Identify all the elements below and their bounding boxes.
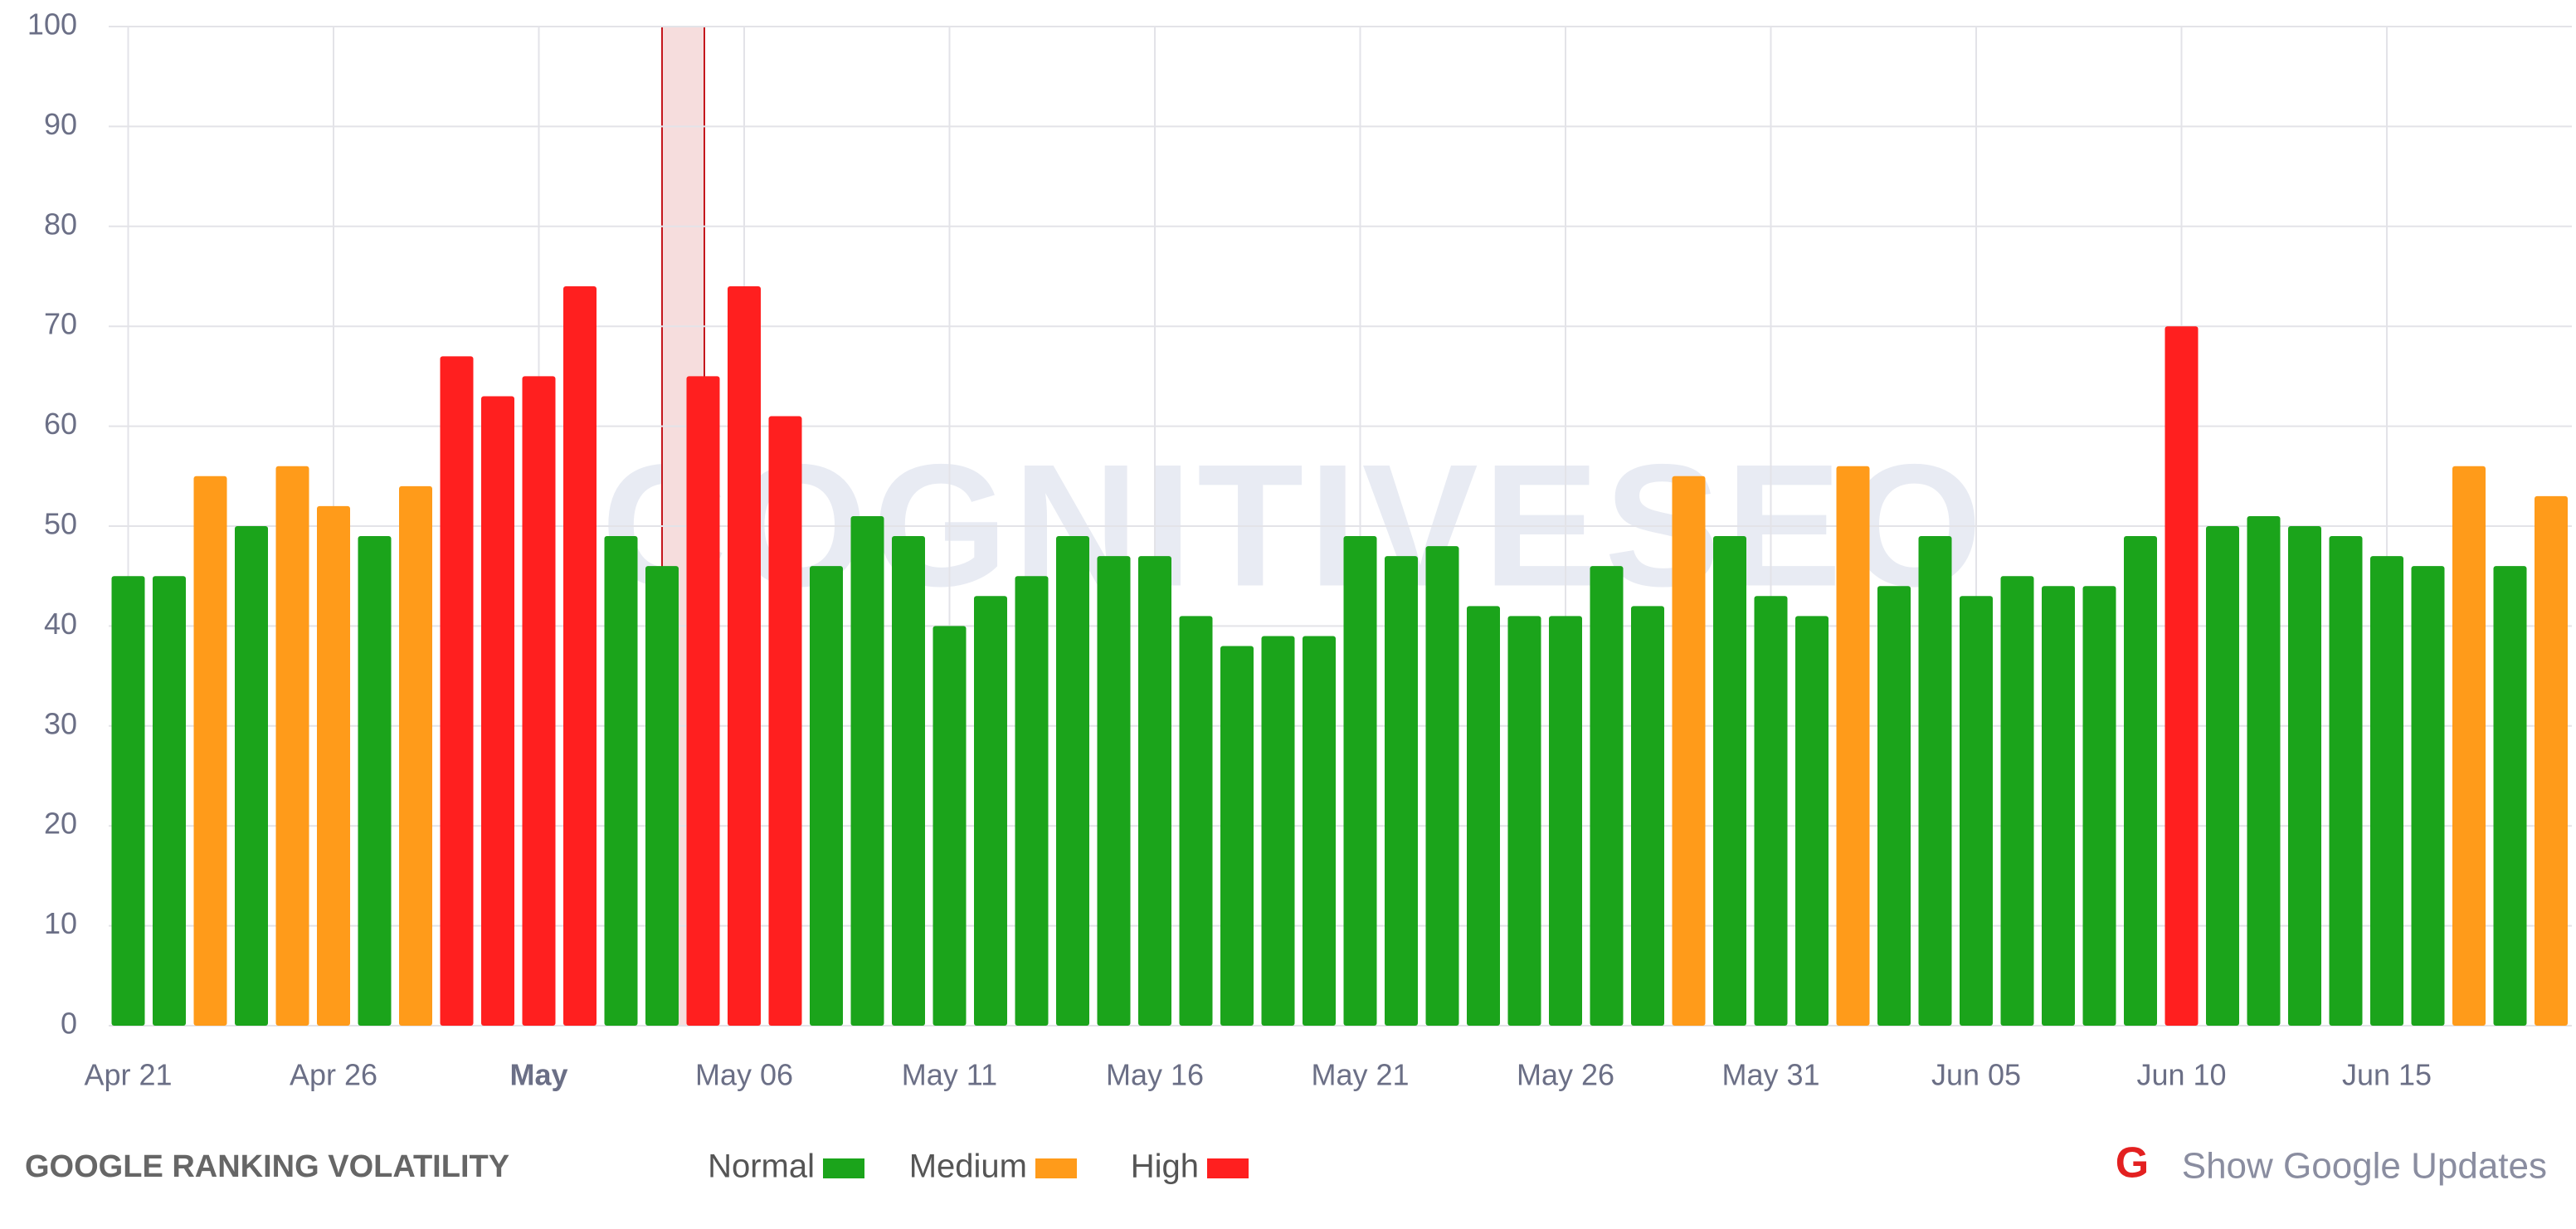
chart-title: GOOGLE RANKING VOLATILITY [25,1149,509,1184]
bar [1015,576,1049,1026]
bar [892,536,925,1026]
y-tick-label: 60 [44,407,77,441]
bar [1960,596,1993,1026]
bar [1713,536,1746,1026]
x-tick-label: Apr 21 [84,1058,172,1092]
bar [2165,326,2199,1026]
bar [1672,476,1706,1026]
bar [2082,586,2116,1026]
x-tick-label: May 21 [1311,1058,1409,1092]
bar [1549,616,1582,1026]
bar [1138,556,1171,1026]
bar [2000,576,2034,1026]
bar [2042,586,2075,1026]
x-tick-label: Jun 10 [2136,1058,2226,1092]
bar [440,356,474,1026]
bar [2247,515,2281,1026]
bar [153,576,186,1026]
x-tick-label: Apr 26 [290,1058,377,1092]
legend: Normal Medium High [708,1149,1249,1185]
legend-swatch [823,1158,864,1178]
bar [111,576,145,1026]
bar [1261,636,1295,1026]
x-tick-label: May 06 [695,1058,793,1092]
bar [810,566,843,1026]
bar [1220,646,1254,1026]
x-tick-label: Jun 15 [2342,1058,2432,1092]
bar [399,485,432,1026]
bar [275,466,309,1026]
x-tick-label: May 31 [1721,1058,1819,1092]
bar [974,596,1007,1026]
bar [645,566,679,1026]
y-tick-label: 0 [61,1007,77,1041]
legend-swatch [1207,1158,1249,1178]
legend-swatch [1035,1158,1077,1178]
x-tick-label: May 16 [1106,1058,1204,1092]
bar [317,505,350,1026]
y-tick-label: 20 [44,807,77,841]
bar [1795,616,1829,1026]
bar [850,515,884,1026]
y-tick-label: 90 [44,107,77,141]
bar [2124,536,2157,1026]
bar [1056,536,1089,1026]
y-tick-label: 50 [44,507,77,541]
x-tick-label: May 26 [1517,1058,1614,1092]
bar [1877,586,1911,1026]
y-tick-label: 70 [44,307,77,341]
bar [235,526,268,1026]
bar [358,536,392,1026]
y-tick-label: 80 [44,207,77,241]
bar [2206,526,2239,1026]
bar [1918,536,1952,1026]
legend-label: High [1131,1149,1199,1185]
y-tick-label: 100 [27,7,77,41]
bar [1754,596,1788,1026]
bar [1425,546,1459,1026]
legend-label: Medium [909,1149,1027,1185]
x-tick-label: Jun 05 [1931,1058,2021,1092]
bar [686,376,720,1026]
legend-label: Normal [708,1149,815,1185]
bar [481,396,514,1027]
bar [1097,556,1131,1026]
bar [2329,536,2363,1026]
bar [1303,636,1336,1026]
bar [728,286,761,1026]
bar [2452,466,2486,1026]
bar [604,536,638,1026]
google-updates-toggle[interactable]: G Show Google Updates [2116,1139,2547,1188]
toggle-label[interactable]: Show Google Updates [2182,1146,2547,1187]
bar [1836,466,1870,1026]
bar [1590,566,1624,1026]
bar [1179,616,1213,1026]
x-tick-label: May [509,1058,567,1092]
y-tick-label: 10 [44,906,77,940]
bar [1385,556,1418,1026]
bar [2370,556,2403,1026]
bar [2411,566,2445,1026]
bar [2288,526,2321,1026]
bar [2493,566,2527,1026]
bar [933,626,967,1026]
y-tick-label: 30 [44,706,77,740]
watermark: COGNITIVESEO [601,427,1988,622]
google-icon[interactable]: G [2116,1139,2149,1188]
bar [1507,616,1541,1026]
bar [522,376,556,1026]
bar [2535,495,2568,1026]
bars [111,286,2568,1027]
x-tick-label: May 11 [902,1058,997,1092]
y-tick-label: 40 [44,607,77,641]
bar [768,416,802,1026]
bar [1343,536,1377,1026]
bar [563,286,597,1026]
bar [1467,606,1500,1026]
bar [193,476,227,1026]
bar [1631,606,1664,1026]
